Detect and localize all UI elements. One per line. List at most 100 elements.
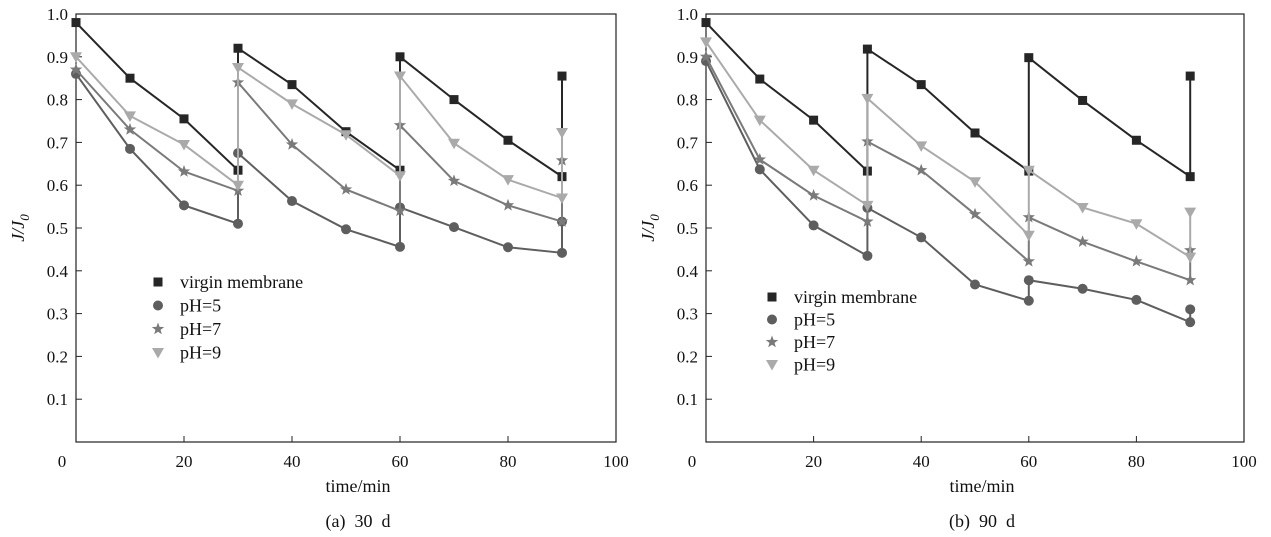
- y-axis-label-sub: 0: [17, 214, 32, 221]
- data-point: [232, 63, 244, 74]
- y-tick-label: 0.6: [677, 176, 698, 195]
- legend-label: pH=5: [794, 310, 835, 330]
- axis-ticks: 0 20 40 60 80 100 0.1 0.2 0.3 0.4 0.5 0.6 0.7 0.8 0.9 1…: [47, 5, 629, 471]
- x-tick-label: 80: [500, 452, 517, 471]
- legend-marker: [151, 322, 165, 335]
- data-point: [449, 222, 459, 233]
- caption-a: (a) 30 d: [326, 511, 391, 532]
- data-point: [1130, 219, 1143, 230]
- y-tick-label: 0.3: [677, 305, 698, 324]
- data-point: [395, 52, 405, 62]
- y-tick-label: 0.8: [677, 91, 698, 110]
- y-tick-label: 0.2: [677, 347, 698, 366]
- data-point: [753, 153, 766, 165]
- x-tick-label: 0: [58, 452, 67, 471]
- data-point: [393, 204, 407, 217]
- data-point: [809, 115, 819, 125]
- data-point: [1022, 230, 1035, 242]
- data-point: [1076, 235, 1089, 247]
- y-tick-label: 0.2: [47, 347, 68, 366]
- data-point: [502, 175, 514, 186]
- y-axis-label-main: J/J: [638, 220, 658, 242]
- data-point: [1078, 95, 1088, 105]
- data-point: [861, 200, 874, 212]
- y-tick-label: 0.5: [677, 219, 698, 238]
- data-point: [557, 247, 567, 258]
- data-point: [287, 80, 297, 90]
- y-tick-label: 0.4: [47, 262, 69, 281]
- data-point: [1185, 304, 1196, 315]
- series-ph-5: [71, 68, 567, 258]
- svg-text:J/J0: J/J0: [638, 214, 662, 242]
- data-point: [339, 182, 353, 195]
- data-point: [124, 111, 136, 122]
- data-point: [755, 74, 765, 84]
- legend-label: pH=7: [180, 319, 221, 339]
- legend-marker: [153, 277, 163, 287]
- series-line: [75, 56, 563, 200]
- legend-label: pH=9: [180, 343, 221, 363]
- data-point: [808, 220, 819, 231]
- series-ph-9: [700, 37, 1197, 264]
- data-point: [503, 242, 513, 253]
- x-tick-label: 80: [1128, 452, 1145, 471]
- y-tick-label: 0.8: [47, 91, 68, 110]
- legend-label: pH=7: [794, 332, 835, 352]
- data-point: [233, 43, 243, 53]
- y-tick-label: 1.0: [677, 5, 698, 24]
- y-axis-label-sub: 0: [647, 214, 662, 221]
- data-point: [232, 180, 244, 192]
- data-point: [753, 115, 766, 127]
- data-point: [754, 164, 765, 175]
- data-point: [340, 130, 352, 141]
- legend: virgin membrane pH=5pH=7 pH=9: [765, 287, 917, 375]
- legend-marker: [767, 292, 777, 302]
- series-virgin-membrane: [71, 18, 567, 182]
- data-point: [556, 128, 568, 139]
- y-tick-label: 1.0: [47, 5, 68, 24]
- data-point: [449, 95, 459, 105]
- data-point: [1077, 283, 1088, 294]
- data-point: [286, 99, 298, 110]
- series-ph-9: [70, 52, 568, 205]
- svg-text:J/J0: J/J0: [8, 214, 32, 242]
- data-point: [861, 215, 874, 227]
- y-axis-label-main: J/J: [8, 220, 28, 242]
- data-point: [916, 80, 926, 90]
- legend-marker: [767, 314, 777, 325]
- data-point: [447, 174, 461, 187]
- x-tick-label: 100: [603, 452, 629, 471]
- series-line: [75, 21, 563, 179]
- legend-label: virgin membrane: [180, 272, 303, 292]
- y-tick-label: 0.4: [677, 262, 699, 281]
- data-point: [915, 163, 928, 176]
- data-point: [807, 165, 820, 177]
- data-point: [448, 138, 460, 150]
- x-tick-label: 40: [284, 452, 301, 471]
- data-point: [341, 224, 351, 235]
- data-point: [179, 114, 189, 124]
- y-tick-label: 0.7: [677, 133, 699, 152]
- series-line: [705, 41, 1192, 259]
- data-point: [177, 165, 191, 177]
- data-point: [287, 196, 297, 207]
- data-point: [125, 73, 135, 83]
- plot-frame: [705, 13, 1245, 443]
- data-point: [1024, 53, 1034, 63]
- panel-a: 0 20 40 60 80 100 0.1 0.2 0.3 0.4 0.5 0.6 0.7 0.8 0.9 1…: [8, 5, 629, 532]
- x-axis-label: time/min: [326, 476, 391, 496]
- data-point: [70, 52, 82, 63]
- y-tick-label: 0.7: [47, 133, 69, 152]
- data-point: [394, 171, 406, 182]
- legend-marker: [153, 300, 163, 311]
- data-point: [699, 50, 713, 63]
- data-point: [862, 44, 872, 54]
- legend-marker: [765, 335, 779, 348]
- series-line: [705, 21, 1192, 179]
- data-point: [503, 135, 513, 145]
- series-line: [705, 56, 1192, 282]
- data-point: [394, 71, 406, 83]
- legend-marker: [766, 360, 778, 371]
- data-point: [285, 138, 299, 150]
- data-point: [395, 241, 405, 252]
